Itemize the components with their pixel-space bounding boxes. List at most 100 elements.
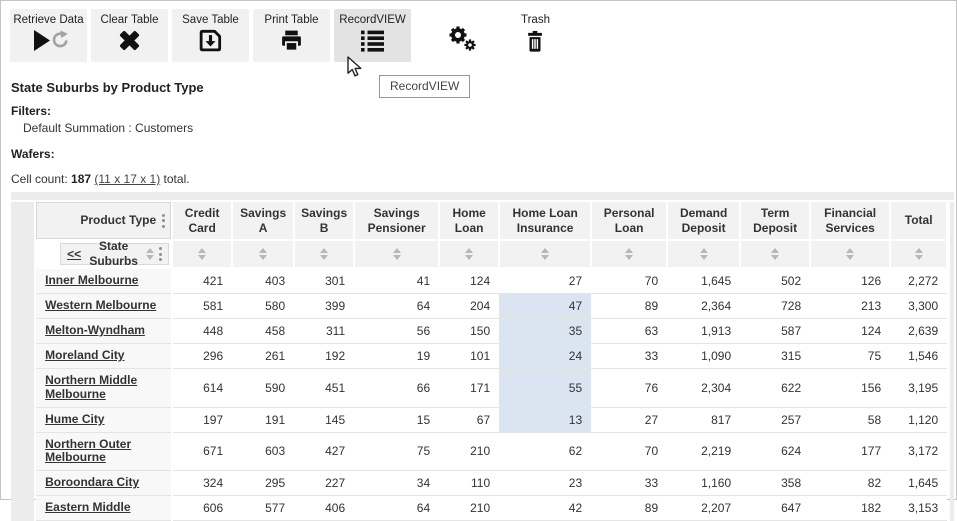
menu-dots-icon[interactable] (162, 213, 166, 228)
data-cell[interactable]: 24 (499, 343, 592, 369)
data-cell[interactable]: 64 (354, 495, 440, 521)
sort-icon[interactable] (771, 248, 780, 261)
data-cell[interactable]: 56 (354, 318, 440, 344)
data-cell[interactable]: 3,195 (890, 368, 948, 408)
data-cell[interactable]: 451 (294, 368, 355, 408)
column-header[interactable]: Home Loan Insurance (499, 202, 593, 241)
column-sort-cell[interactable] (354, 240, 441, 269)
data-cell[interactable]: 191 (232, 407, 295, 433)
data-cell[interactable]: 1,120 (890, 407, 948, 433)
column-header[interactable]: Demand Deposit (667, 202, 742, 241)
column-header[interactable]: Credit Card (172, 202, 234, 241)
column-header[interactable]: Home Loan (439, 202, 501, 241)
column-sort-cell[interactable] (499, 240, 593, 269)
data-cell[interactable]: 171 (439, 368, 500, 408)
data-cell[interactable]: 1,913 (667, 318, 741, 344)
data-cell[interactable]: 42 (499, 495, 592, 521)
data-cell[interactable]: 15 (354, 407, 440, 433)
data-cell[interactable]: 124 (810, 318, 891, 344)
sort-icon[interactable] (392, 248, 401, 261)
data-cell[interactable]: 2,364 (667, 293, 741, 319)
data-cell[interactable]: 89 (591, 293, 668, 319)
data-cell[interactable]: 1,160 (667, 470, 741, 497)
data-cell[interactable]: 227 (294, 470, 355, 497)
data-cell[interactable]: 33 (591, 343, 668, 369)
row-label-link[interactable]: Melton-Wyndham (45, 323, 145, 338)
data-cell[interactable]: 101 (439, 343, 500, 369)
column-sort-cell[interactable] (439, 240, 501, 269)
data-cell[interactable]: 63 (591, 318, 668, 344)
data-cell[interactable]: 76 (591, 368, 668, 408)
data-cell[interactable]: 19 (354, 343, 440, 369)
data-cell[interactable]: 647 (740, 495, 811, 521)
data-cell[interactable]: 75 (810, 343, 891, 369)
data-cell[interactable]: 427 (294, 432, 355, 472)
data-cell[interactable]: 2,219 (667, 432, 741, 472)
data-cell[interactable]: 590 (232, 368, 295, 408)
data-cell[interactable]: 671 (172, 432, 233, 472)
data-cell[interactable]: 41 (354, 268, 440, 294)
data-cell[interactable]: 27 (499, 268, 592, 294)
data-cell[interactable]: 728 (740, 293, 811, 319)
sort-icon[interactable] (699, 248, 708, 261)
data-cell[interactable]: 64 (354, 293, 440, 319)
data-cell[interactable]: 1,090 (667, 343, 741, 369)
data-cell[interactable]: 145 (294, 407, 355, 433)
sort-icon[interactable] (846, 248, 855, 261)
sort-icon[interactable] (146, 248, 155, 260)
data-cell[interactable]: 27 (591, 407, 668, 433)
data-cell[interactable]: 89 (591, 495, 668, 521)
data-cell[interactable]: 448 (172, 318, 233, 344)
data-cell[interactable]: 156 (810, 368, 891, 408)
data-cell[interactable]: 502 (740, 268, 811, 294)
sort-icon[interactable] (625, 248, 634, 261)
data-cell[interactable]: 296 (172, 343, 233, 369)
cell-count-link[interactable]: (11 x 17 x 1) (94, 172, 161, 186)
data-cell[interactable]: 3,300 (890, 293, 948, 319)
data-cell[interactable]: 622 (740, 368, 811, 408)
data-cell[interactable]: 47 (499, 293, 592, 319)
data-cell[interactable]: 33 (591, 470, 668, 497)
sort-icon[interactable] (198, 248, 207, 261)
column-sort-cell[interactable] (810, 240, 892, 269)
row-label-link[interactable]: Hume City (45, 411, 105, 426)
data-cell[interactable]: 204 (439, 293, 500, 319)
data-cell[interactable]: 126 (810, 268, 891, 294)
data-cell[interactable]: 257 (740, 407, 811, 433)
row-label-link[interactable]: Eastern Middle (45, 500, 131, 515)
column-sort-cell[interactable] (172, 240, 234, 269)
data-cell[interactable]: 82 (810, 470, 891, 497)
data-cell[interactable]: 624 (740, 432, 811, 472)
column-header[interactable]: Financial Services (810, 202, 892, 241)
data-cell[interactable]: 614 (172, 368, 233, 408)
column-header[interactable]: Savings Pensioner (354, 202, 441, 241)
collapse-link[interactable]: << (67, 246, 82, 261)
sort-icon[interactable] (259, 248, 268, 261)
data-cell[interactable]: 2,639 (890, 318, 948, 344)
trash-button[interactable]: Trash (521, 9, 550, 57)
data-cell[interactable]: 324 (172, 470, 233, 497)
row-label-link[interactable]: Inner Melbourne (45, 273, 139, 288)
data-cell[interactable]: 177 (810, 432, 891, 472)
data-cell[interactable]: 124 (439, 268, 500, 294)
data-cell[interactable]: 2,304 (667, 368, 741, 408)
data-cell[interactable]: 150 (439, 318, 500, 344)
sort-icon[interactable] (465, 248, 474, 261)
data-cell[interactable]: 110 (439, 470, 500, 497)
column-header[interactable]: Personal Loan (591, 202, 669, 241)
data-cell[interactable]: 581 (172, 293, 233, 319)
data-cell[interactable]: 34 (354, 470, 440, 497)
data-cell[interactable]: 210 (439, 432, 500, 472)
data-cell[interactable]: 1,645 (890, 470, 948, 497)
data-cell[interactable]: 580 (232, 293, 295, 319)
data-cell[interactable]: 606 (172, 495, 233, 521)
data-cell[interactable]: 406 (294, 495, 355, 521)
row-dimension-chip[interactable]: << State Suburbs (60, 239, 170, 268)
data-cell[interactable]: 62 (499, 432, 592, 472)
column-header[interactable]: Total (890, 202, 949, 241)
data-cell[interactable]: 75 (354, 432, 440, 472)
sort-icon[interactable] (320, 248, 329, 261)
data-cell[interactable]: 3,153 (890, 495, 948, 521)
row-label-link[interactable]: Western Melbourne (45, 298, 157, 313)
data-cell[interactable]: 301 (294, 268, 355, 294)
